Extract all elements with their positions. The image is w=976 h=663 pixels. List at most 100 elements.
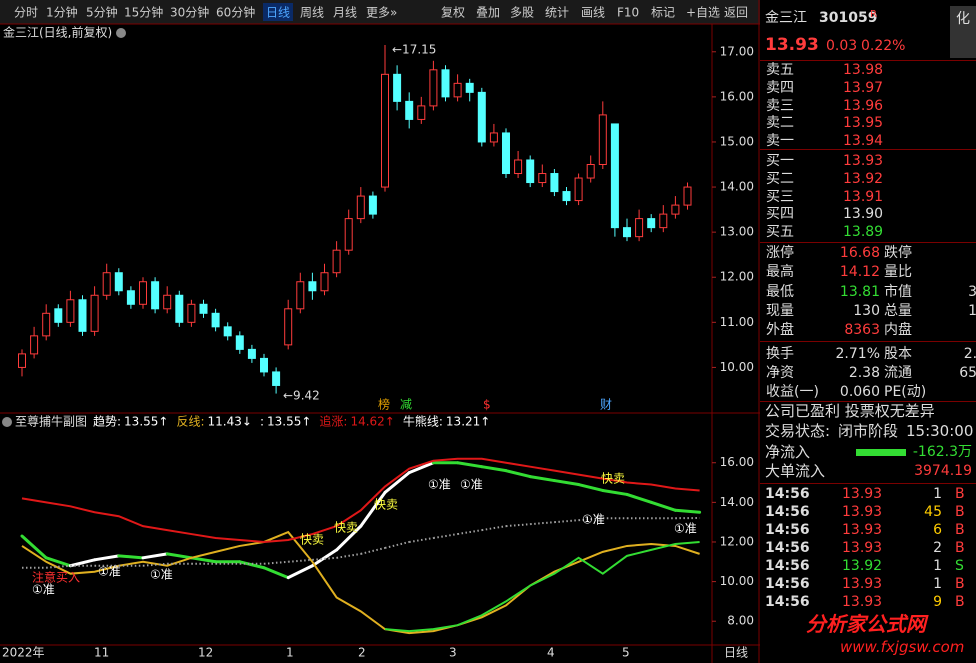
legend-value: 13.55↑ [267, 415, 311, 429]
candle-body [199, 303, 208, 314]
toolbar-button[interactable]: 统计 [545, 6, 569, 20]
legend-value: 14.62↑ [350, 415, 394, 429]
candle-body [260, 357, 268, 373]
book-label: 卖一 [766, 133, 794, 150]
toolbar-button[interactable]: F10 [617, 6, 639, 20]
dotted-line [288, 558, 313, 563]
x-tick-label: 5 [622, 646, 630, 660]
stat-value: 2.3 [963, 345, 976, 362]
dropdown-icon[interactable] [116, 28, 126, 38]
dotted-line [312, 556, 337, 561]
toolbar-button[interactable]: 返回 [724, 6, 748, 20]
divider [760, 401, 976, 402]
toolbar-button[interactable]: 60分钟 [216, 5, 255, 20]
candle-body [175, 294, 184, 323]
candle-body [514, 159, 523, 175]
book-price: 13.92 [843, 170, 884, 187]
legend-name: : [260, 415, 264, 429]
candle-body [18, 353, 26, 368]
trend-segment [20, 534, 48, 560]
event-marker[interactable]: 减 [400, 398, 412, 412]
toolbar-button[interactable]: 30分钟 [170, 5, 209, 20]
signal-label: 注意买入 [32, 570, 80, 585]
change: 0.03 [826, 38, 858, 54]
logo-title: 分析家公式网 [806, 612, 926, 636]
candle-body [489, 132, 498, 143]
toolbar-button[interactable]: 叠加 [476, 6, 500, 20]
candle-body [550, 173, 559, 193]
candle-body [441, 69, 450, 98]
legend-value: 11.43↓ [208, 415, 252, 429]
dotted-line [457, 529, 482, 536]
candle-body [465, 82, 474, 93]
stat-label: 净资 [766, 364, 794, 381]
toolbar-button[interactable]: 5分钟 [86, 5, 118, 20]
change-pct: 0.22% [861, 38, 906, 54]
flow-label: 大单流入 [765, 462, 826, 480]
candle-body [308, 281, 317, 292]
event-marker[interactable]: 财 [600, 398, 612, 412]
book-label: 买五 [766, 224, 794, 241]
candle-body [42, 312, 51, 337]
tick-time: 14:56 [765, 504, 810, 520]
toolbar-button[interactable]: 分时 [14, 6, 38, 20]
candle-body [671, 204, 680, 215]
signal-label: ①准 [150, 568, 173, 582]
dropdown-icon[interactable] [2, 417, 12, 427]
x-tick-label: 3 [449, 646, 457, 660]
signal-label: ①准 [460, 478, 483, 492]
divider [760, 60, 976, 61]
toolbar-button[interactable]: 多股 [510, 6, 534, 20]
toolbar-button[interactable]: 画线 [581, 6, 605, 20]
y-tick-label: 8.00 [727, 614, 754, 628]
toolbar-button[interactable]: +自选 [686, 6, 720, 20]
toolbar-button[interactable]: 1分钟 [46, 5, 78, 20]
toolbar-button[interactable]: 更多» [366, 6, 397, 20]
book-label: 卖四 [766, 79, 794, 96]
toolbar-button[interactable]: 周线 [300, 6, 324, 20]
candle-body [54, 308, 63, 323]
indicator-line [384, 540, 700, 633]
trend-segment [456, 461, 484, 469]
flow-value: -162.3万 [912, 444, 972, 460]
stat-label: 市值 [884, 283, 912, 300]
dotted-line [46, 564, 71, 569]
signal-label: ①准 [98, 565, 121, 579]
event-marker[interactable]: $ [483, 398, 491, 412]
divider [760, 149, 976, 150]
toolbar-button[interactable]: 日线 [266, 6, 290, 20]
toolbar-button[interactable]: 复权 [441, 6, 465, 20]
tick-time: 14:56 [765, 576, 810, 592]
toolbar-button[interactable]: 标记 [651, 6, 675, 20]
indicator-line [21, 530, 700, 635]
y-tick-label: 16.00 [720, 89, 754, 103]
stat-label: 现量 [766, 302, 794, 319]
stat-label: 跌停 [884, 245, 912, 261]
stat-value: 32 [968, 283, 976, 300]
price-annotation: ←17.15 [392, 43, 436, 57]
signal-label: 快卖 [334, 521, 358, 535]
candle-body [381, 73, 389, 188]
y-tick-label: 12.00 [720, 534, 754, 548]
book-label: 卖三 [766, 97, 794, 114]
book-price: 13.95 [843, 115, 884, 132]
toolbar-button[interactable]: 15分钟 [124, 5, 163, 20]
toolbar-button[interactable]: 月线 [333, 6, 357, 20]
event-marker[interactable]: 榜 [378, 397, 390, 412]
dotted-line [336, 552, 361, 559]
dotted-line [263, 560, 289, 565]
candle-body [393, 73, 402, 102]
dotted-line [142, 562, 168, 567]
candle-body [284, 308, 293, 346]
signal-label: ①准 [582, 513, 605, 527]
signal-label: ①准 [428, 478, 451, 492]
candle-body [139, 281, 147, 305]
stat-label: 内盘 [884, 322, 912, 339]
tick-price: 13.93 [842, 504, 883, 520]
stat-label: 收益(一) [766, 384, 819, 401]
tick-price: 13.92 [842, 558, 883, 574]
candle-body [344, 218, 353, 251]
candle-body [368, 195, 377, 215]
signal-label: 快卖 [300, 533, 324, 547]
